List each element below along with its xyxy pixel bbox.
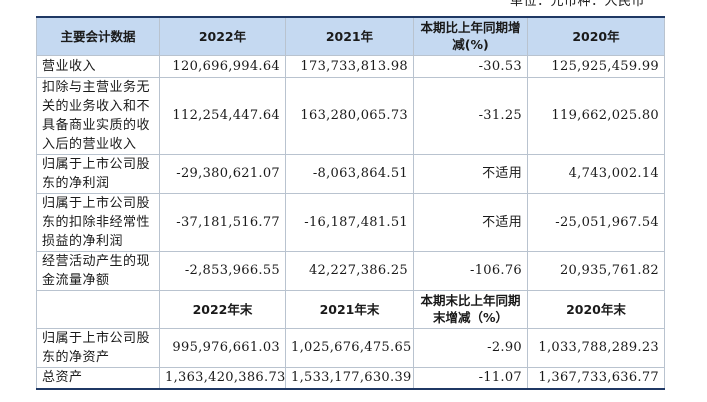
value-cell: 173,733,813.98	[285, 54, 414, 78]
header-cell: 2022年末	[159, 289, 286, 329]
value-cell: 20,935,761.82	[527, 250, 665, 291]
change-cell: 不适用	[413, 192, 528, 252]
row-label: 总资产	[36, 366, 160, 390]
header-cell: 2020年	[527, 16, 665, 56]
header-cell: 2020年末	[527, 289, 665, 329]
header-cell: 主要会计数据	[36, 16, 160, 56]
change-cell: -106.76	[413, 250, 528, 291]
change-cell: -2.90	[413, 327, 528, 368]
value-cell: 120,696,994.64	[159, 54, 286, 78]
header-cell: 2022年	[159, 16, 286, 56]
change-cell: -11.07	[413, 366, 528, 390]
value-cell: 1,025,676,475.65	[285, 327, 414, 368]
header-cell: 本期比上年同期增减(%)	[413, 16, 528, 56]
table-row: 归属于上市公司股东的净资产 995,976,661.03 1,025,676,4…	[36, 327, 665, 368]
value-cell: 1,363,420,386.73	[159, 366, 286, 390]
unit-label: 单位：元币种：人民币	[509, 0, 645, 9]
table-header-row: 主要会计数据 2022年 2021年 本期比上年同期增减(%) 2020年	[36, 16, 665, 56]
value-cell: 42,227,386.25	[285, 250, 414, 291]
header-cell: 2021年	[285, 16, 414, 56]
key-accounting-data-table: 主要会计数据 2022年 2021年 本期比上年同期增减(%) 2020年 营业…	[36, 16, 665, 390]
row-label: 归属于上市公司股东的净利润	[36, 153, 160, 194]
table-row: 归属于上市公司股东的扣除非经常性损益的净利润 -37,181,516.77 -1…	[36, 192, 665, 252]
change-cell: -31.25	[413, 76, 528, 155]
value-cell: 125,925,459.99	[527, 54, 665, 78]
value-cell: 163,280,065.73	[285, 76, 414, 155]
value-cell: 119,662,025.80	[527, 76, 665, 155]
table-subheader-row: 2022年末 2021年末 本期末比上年同期末增减（%） 2020年末	[36, 289, 665, 329]
value-cell: -16,187,481.51	[285, 192, 414, 252]
row-label: 归属于上市公司股东的扣除非经常性损益的净利润	[36, 192, 160, 252]
table-row: 营业收入 120,696,994.64 173,733,813.98 -30.5…	[36, 54, 665, 78]
table-row: 扣除与主营业务无关的业务收入和不具备商业实质的收入后的营业收入 112,254,…	[36, 76, 665, 155]
value-cell: -29,380,621.07	[159, 153, 286, 194]
change-cell: -30.53	[413, 54, 528, 78]
value-cell: 1,533,177,630.39	[285, 366, 414, 390]
value-cell: 995,976,661.03	[159, 327, 286, 368]
table-row: 经营活动产生的现金流量净额 -2,853,966.55 42,227,386.2…	[36, 250, 665, 291]
row-label: 扣除与主营业务无关的业务收入和不具备商业实质的收入后的营业收入	[36, 76, 160, 155]
row-label: 营业收入	[36, 54, 160, 78]
value-cell: 1,367,733,636.77	[527, 366, 665, 390]
value-cell: -8,063,864.51	[285, 153, 414, 194]
row-label: 归属于上市公司股东的净资产	[36, 327, 160, 368]
value-cell: 1,033,788,289.23	[527, 327, 665, 368]
value-cell: -2,853,966.55	[159, 250, 286, 291]
row-label: 经营活动产生的现金流量净额	[36, 250, 160, 291]
change-cell: 不适用	[413, 153, 528, 194]
table-row: 总资产 1,363,420,386.73 1,533,177,630.39 -1…	[36, 366, 665, 390]
value-cell: -37,181,516.77	[159, 192, 286, 252]
value-cell: 4,743,002.14	[527, 153, 665, 194]
header-cell: 2021年末	[285, 289, 414, 329]
header-cell: 本期末比上年同期末增减（%）	[413, 289, 528, 329]
table-row: 归属于上市公司股东的净利润 -29,380,621.07 -8,063,864.…	[36, 153, 665, 194]
value-cell: -25,051,967.54	[527, 192, 665, 252]
header-cell	[36, 289, 160, 329]
value-cell: 112,254,447.64	[159, 76, 286, 155]
